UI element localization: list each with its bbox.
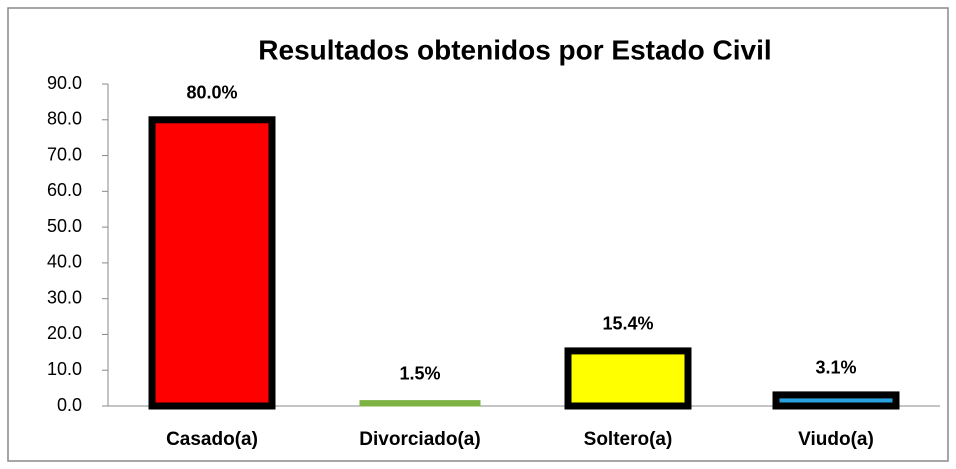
y-tick-label: 10.0 bbox=[47, 359, 82, 379]
bar bbox=[359, 400, 481, 407]
data-label: 15.4% bbox=[602, 314, 653, 334]
x-tick-label: Divorciado(a) bbox=[359, 429, 480, 450]
x-tick-label: Viudo(a) bbox=[798, 429, 874, 450]
y-tick-label: 70.0 bbox=[47, 144, 82, 164]
data-label: 1.5% bbox=[399, 363, 440, 383]
data-label: 80.0% bbox=[186, 83, 237, 103]
bar bbox=[772, 391, 900, 410]
chart-title: Resultados obtenidos por Estado Civil bbox=[258, 34, 771, 65]
y-tick-label: 40.0 bbox=[47, 252, 82, 272]
data-label: 3.1% bbox=[815, 358, 856, 378]
bar bbox=[148, 116, 276, 410]
bar bbox=[564, 347, 692, 410]
y-tick-label: 60.0 bbox=[47, 180, 82, 200]
y-tick-label: 0.0 bbox=[57, 395, 82, 415]
x-tick-label: Casado(a) bbox=[166, 429, 258, 450]
y-tick-label: 30.0 bbox=[47, 287, 82, 307]
y-tick-label: 80.0 bbox=[47, 109, 82, 129]
x-tick-label: Soltero(a) bbox=[584, 429, 673, 450]
y-tick-label: 50.0 bbox=[47, 216, 82, 236]
y-tick-label: 90.0 bbox=[47, 73, 82, 93]
y-tick-label: 20.0 bbox=[47, 323, 82, 343]
